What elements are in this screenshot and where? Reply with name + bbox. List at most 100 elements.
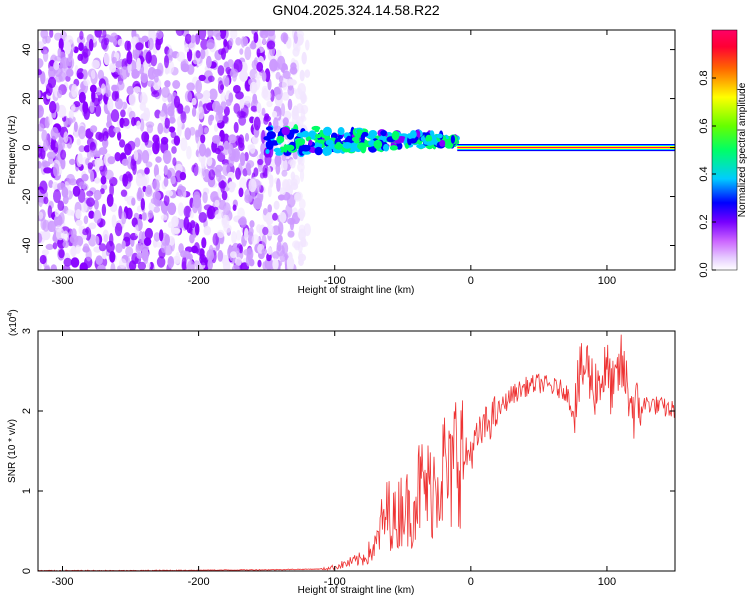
heatmap-cell xyxy=(281,169,288,177)
heatmap-cell xyxy=(89,170,95,183)
heatmap-cell xyxy=(177,202,184,217)
heatmap-cell xyxy=(119,139,126,148)
heatmap-cell xyxy=(222,214,228,226)
heatmap-cell xyxy=(230,30,238,40)
heatmap-cell xyxy=(237,137,243,145)
heatmap-cell xyxy=(140,92,148,105)
heatmap-cell xyxy=(238,187,244,198)
heatmap-cell xyxy=(94,235,100,246)
heatmap-cell xyxy=(48,180,54,188)
heatmap-cell xyxy=(186,145,192,160)
heatmap-cell xyxy=(38,232,43,244)
heatmap-cell xyxy=(217,65,225,76)
heatmap-cell xyxy=(228,134,237,144)
heatmap-cell xyxy=(278,221,284,236)
heatmap-cell xyxy=(155,38,161,51)
heatmap-cell xyxy=(337,127,345,136)
heatmap-cell xyxy=(261,248,268,255)
heatmap-cell xyxy=(141,150,150,164)
heatmap-cell xyxy=(272,212,278,221)
heatmap-cell xyxy=(277,194,285,201)
heatmap-cell xyxy=(261,107,266,116)
heatmap-cell xyxy=(58,249,65,259)
heatmap-cell xyxy=(287,230,295,238)
heatmap-cell xyxy=(208,88,218,101)
heatmap-cell xyxy=(215,111,224,124)
heatmap-cell xyxy=(61,186,69,198)
spectrogram-heatmap xyxy=(38,30,675,270)
heatmap-cell xyxy=(356,129,363,134)
heatmap-cell xyxy=(140,72,148,84)
heatmap-cell xyxy=(221,47,226,60)
heatmap-cell xyxy=(38,104,44,118)
heatmap-cell xyxy=(282,70,291,80)
heatmap-cell xyxy=(89,100,95,114)
heatmap-cell xyxy=(63,257,72,267)
heatmap-cell xyxy=(101,203,107,216)
heatmap-cell xyxy=(111,84,118,92)
heatmap-cell xyxy=(298,251,304,260)
heatmap-cell xyxy=(159,109,166,117)
heatmap-cell xyxy=(78,145,86,153)
heatmap-cell xyxy=(86,197,95,207)
heatmap-cell xyxy=(173,95,181,109)
heatmap-cell xyxy=(77,188,86,203)
heatmap-cell xyxy=(279,250,286,263)
heatmap-cell xyxy=(280,158,288,172)
heatmap-cell xyxy=(281,91,290,101)
heatmap-cell xyxy=(38,211,44,220)
heatmap-cell xyxy=(135,242,143,251)
heatmap-cell xyxy=(145,51,152,64)
heatmap-cell xyxy=(56,182,66,190)
spectrogram-frame xyxy=(37,29,676,271)
heatmap-cell xyxy=(243,95,252,104)
heatmap-cell xyxy=(146,124,154,134)
heatmap-cell xyxy=(83,79,90,87)
heatmap-cell xyxy=(184,33,192,44)
heatmap-cell xyxy=(43,196,49,205)
heatmap-cell xyxy=(134,137,141,148)
heatmap-cell xyxy=(45,35,51,44)
heatmap-cell xyxy=(95,131,103,141)
heatmap-cell xyxy=(191,245,199,254)
heatmap-cell xyxy=(175,30,185,37)
heatmap-cell xyxy=(102,137,109,149)
snr-plot xyxy=(38,334,675,571)
heatmap-cell xyxy=(275,162,281,175)
heatmap-cell xyxy=(207,259,213,270)
heatmap-cell xyxy=(285,203,293,218)
heatmap-cell xyxy=(70,257,80,268)
heatmap-cell xyxy=(121,117,130,127)
heatmap-cell xyxy=(212,100,221,112)
heatmap-cell xyxy=(52,235,58,242)
snr-scale-base: (x10 xyxy=(8,316,19,336)
heatmap-cell xyxy=(305,39,310,51)
heatmap-cell xyxy=(41,249,50,256)
heatmap-cell xyxy=(136,252,143,259)
heatmap-cell xyxy=(198,30,207,40)
heatmap-cell xyxy=(143,107,151,122)
heatmap-cell xyxy=(445,139,450,147)
heatmap-cell xyxy=(223,224,232,233)
heatmap-cell xyxy=(82,183,89,191)
heatmap-cell xyxy=(141,212,147,221)
heatmap-cell xyxy=(238,142,245,152)
heatmap-cell xyxy=(146,262,151,269)
heatmap-cell xyxy=(144,227,153,240)
heatmap-cell xyxy=(266,100,273,108)
heatmap-cell xyxy=(436,133,443,139)
heatmap-cell xyxy=(152,179,160,192)
colorbar xyxy=(711,29,738,271)
heatmap-cell xyxy=(350,142,357,150)
heatmap-cell xyxy=(189,126,196,136)
heatmap-cell xyxy=(189,210,194,219)
heatmap-cell xyxy=(257,158,264,166)
heatmap-cell xyxy=(150,31,158,39)
snr-ylabel: SNR (10 * v/v) xyxy=(7,419,18,483)
heatmap-cell xyxy=(184,43,190,53)
heatmap-cell xyxy=(228,37,234,47)
heatmap-cell xyxy=(195,79,203,94)
heatmap-cell xyxy=(229,68,239,78)
heatmap-cell xyxy=(250,105,258,112)
heatmap-cell xyxy=(193,162,199,177)
